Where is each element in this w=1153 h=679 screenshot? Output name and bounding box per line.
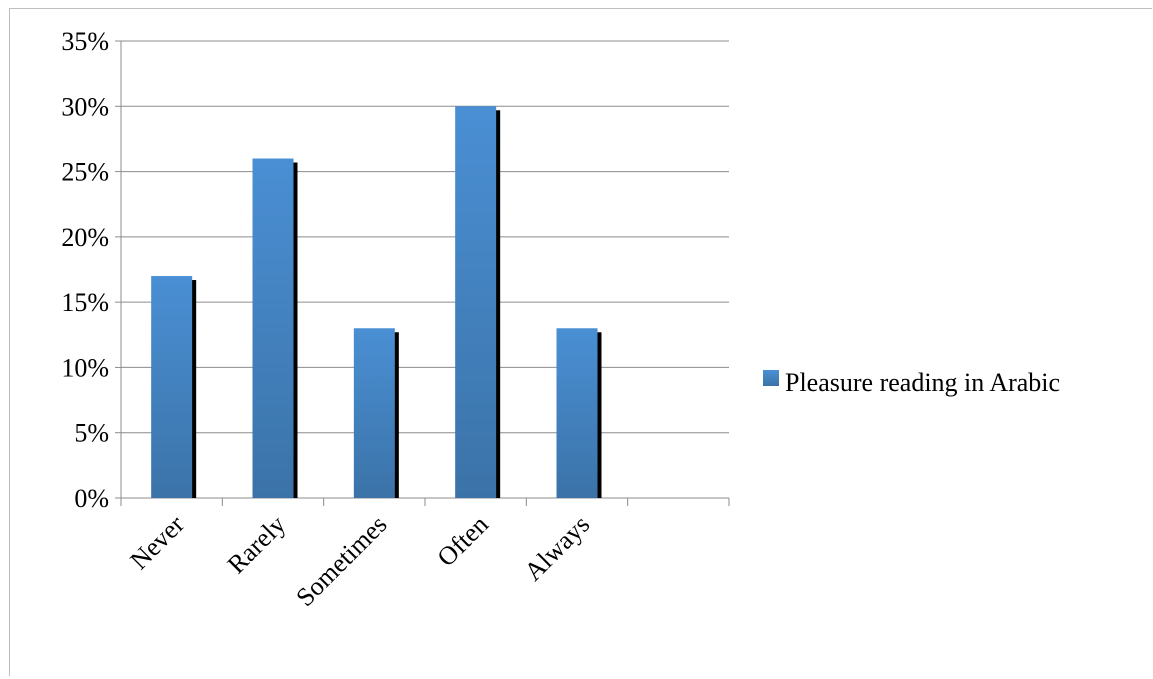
y-tick-label: 25% — [61, 158, 109, 187]
bar-never — [151, 276, 193, 498]
y-tick-label: 30% — [61, 92, 109, 121]
bar-rarely — [252, 158, 294, 498]
x-category-label: Rarely — [222, 510, 292, 580]
bar-often — [455, 106, 497, 499]
legend: Pleasure reading in Arabic — [763, 368, 1060, 397]
bar-sometimes — [353, 328, 395, 498]
bar-layer — [151, 106, 602, 499]
y-tick-label: 10% — [61, 353, 109, 382]
legend-swatch — [763, 370, 779, 386]
x-category-label: Always — [519, 510, 596, 587]
x-category-label: Sometimes — [290, 510, 392, 612]
grid-layer — [121, 40, 729, 434]
y-tick-label: 20% — [61, 223, 109, 252]
y-tick-label: 35% — [61, 27, 109, 56]
legend-label: Pleasure reading in Arabic — [785, 368, 1060, 397]
x-category-label: Never — [124, 509, 190, 575]
y-tick-label: 5% — [74, 419, 109, 448]
bar-always — [556, 328, 598, 498]
x-category-label: Often — [432, 510, 494, 572]
label-layer: 0% 5% 10% 15% 20% 25% 30% 35% Never Rarely Sometim… — [61, 27, 595, 612]
y-tick-label: 0% — [74, 484, 109, 513]
axis-layer — [115, 40, 730, 506]
y-tick-label: 15% — [61, 288, 109, 317]
chart-frame — [9, 8, 1152, 676]
